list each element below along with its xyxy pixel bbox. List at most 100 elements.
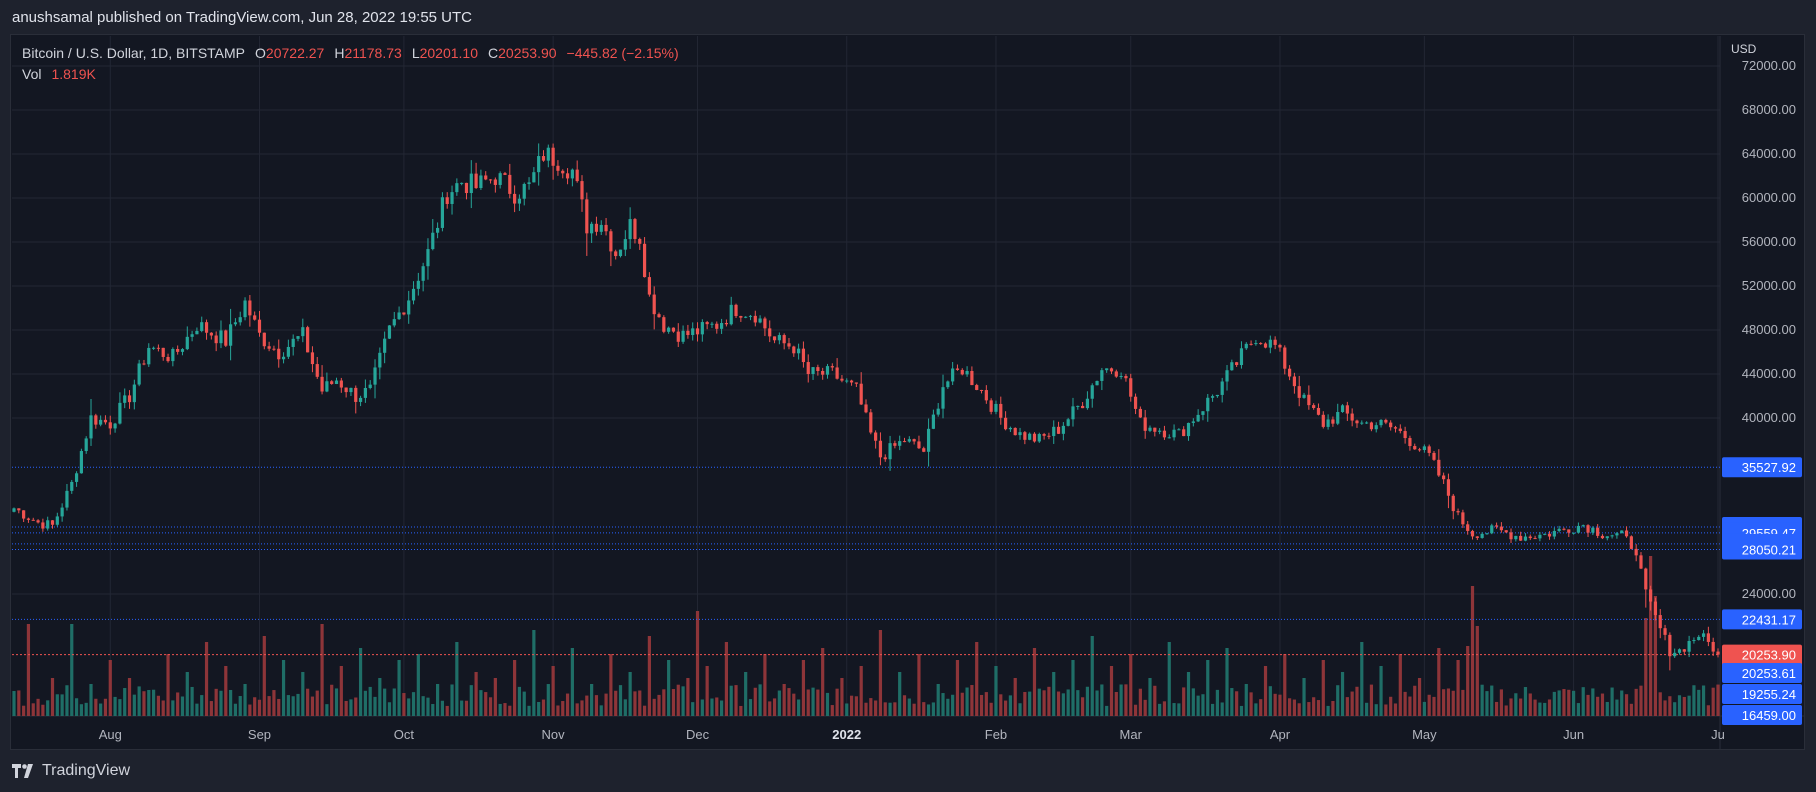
volume-bar <box>1547 699 1552 716</box>
volume-bar <box>26 624 31 716</box>
time-axis[interactable]: Aug Sep Oct Nov Dec 2022 Feb Mar Apr May Jun Ju <box>99 727 1725 742</box>
volume-bar <box>1673 702 1677 716</box>
volume-bar <box>1321 660 1325 716</box>
volume-bar <box>1596 696 1600 716</box>
y-tick-label: 44000.00 <box>1742 366 1796 381</box>
volume-bar <box>358 648 363 716</box>
volume-bar <box>46 700 50 716</box>
volume-bar <box>1124 684 1128 716</box>
volume-bar <box>89 684 93 716</box>
volume-label[interactable]: Vol <box>22 66 42 82</box>
volume-bar <box>1109 666 1114 716</box>
volume-bar <box>1427 694 1431 716</box>
volume-bar <box>1557 690 1561 716</box>
symbol-title[interactable]: Bitcoin / U.S. Dollar, 1D, BITSTAMP <box>22 45 246 61</box>
volume-bar <box>407 698 411 716</box>
volume-bar <box>421 696 425 716</box>
candle-body <box>1105 368 1109 371</box>
volume-bar <box>642 705 647 716</box>
volume-bar <box>1389 696 1393 716</box>
volume-bar <box>1076 690 1080 716</box>
volume-bar <box>1591 688 1595 716</box>
volume-bar <box>1235 691 1239 716</box>
volume-bar <box>1182 687 1186 716</box>
volume-bar <box>1398 654 1402 716</box>
volume-bar <box>1177 703 1181 716</box>
volume-bar <box>1610 687 1614 716</box>
volume-bar <box>633 691 637 716</box>
volume-bar <box>590 684 594 716</box>
candle-body <box>1432 452 1436 460</box>
candle-body <box>310 352 315 365</box>
current-price-label: 20253.90 <box>1742 648 1796 663</box>
volume-bar <box>339 666 343 716</box>
candle-body <box>1201 411 1205 415</box>
volume-bar <box>1629 703 1633 716</box>
candle-body <box>1129 378 1133 397</box>
candle-body <box>325 381 329 392</box>
volume-bar <box>1499 689 1503 716</box>
volume-bar <box>614 690 618 716</box>
volume-bars <box>12 556 1720 716</box>
volume-bar <box>137 686 141 716</box>
volume-bar <box>1470 586 1475 716</box>
price-level-tag <box>1722 539 1802 560</box>
candle-body <box>22 510 26 519</box>
candle-body <box>618 249 623 257</box>
candle-body <box>604 224 608 232</box>
candle-body <box>580 181 584 200</box>
volume-bar <box>1345 697 1349 716</box>
volume-bar <box>445 705 449 716</box>
volume-bar <box>214 688 218 716</box>
candle-body <box>883 457 887 460</box>
candle-body <box>671 327 676 332</box>
volume-bar <box>965 687 969 716</box>
volume-bar <box>320 624 324 716</box>
volume-bar <box>561 701 565 716</box>
candle-body <box>94 415 98 425</box>
volume-bar <box>132 694 136 716</box>
candle-body <box>1283 347 1287 369</box>
candle-body <box>1268 339 1272 348</box>
candle-body <box>830 366 834 368</box>
volume-bar <box>1658 692 1662 716</box>
candle-body <box>1615 533 1619 536</box>
volume-bar <box>1663 700 1667 716</box>
volume-bar <box>1716 684 1720 716</box>
candle-body <box>1172 429 1176 438</box>
candle-body <box>1629 536 1633 549</box>
volume-bar <box>36 698 40 716</box>
volume-bar <box>1158 703 1162 716</box>
volume-bar <box>22 705 26 716</box>
candle-body <box>667 327 671 332</box>
candle-body <box>1533 538 1537 540</box>
candle-body <box>1470 530 1475 537</box>
candle-body <box>185 336 189 350</box>
volume-value: 1.819K <box>51 66 96 82</box>
candle-body <box>1249 343 1253 345</box>
volume-bar <box>1273 693 1277 716</box>
volume-bar <box>1653 596 1658 716</box>
candle-body <box>267 346 271 349</box>
chart-frame[interactable] <box>10 34 1805 750</box>
candle-body <box>835 367 839 379</box>
volume-bar <box>248 704 252 716</box>
volume-bar <box>1037 688 1041 716</box>
volume-bar <box>941 693 945 716</box>
candle-body <box>825 366 830 375</box>
volume-bar <box>1422 701 1426 716</box>
candle-body <box>849 380 854 383</box>
candle-body <box>705 322 709 325</box>
candle-body <box>1186 422 1191 437</box>
candle-body <box>902 441 907 443</box>
footer-brand[interactable]: TradingView <box>12 760 130 782</box>
price-axis[interactable]: USD 72000.00 68000.00 64000.00 60000.00 5600… <box>1731 42 1796 601</box>
candle-body <box>960 369 964 375</box>
lower-price-tag <box>1722 663 1802 683</box>
candle-body <box>1389 422 1393 428</box>
volume-bar <box>84 702 88 716</box>
candle-body <box>435 227 440 233</box>
volume-bar <box>373 696 377 716</box>
candle-body <box>450 192 454 204</box>
